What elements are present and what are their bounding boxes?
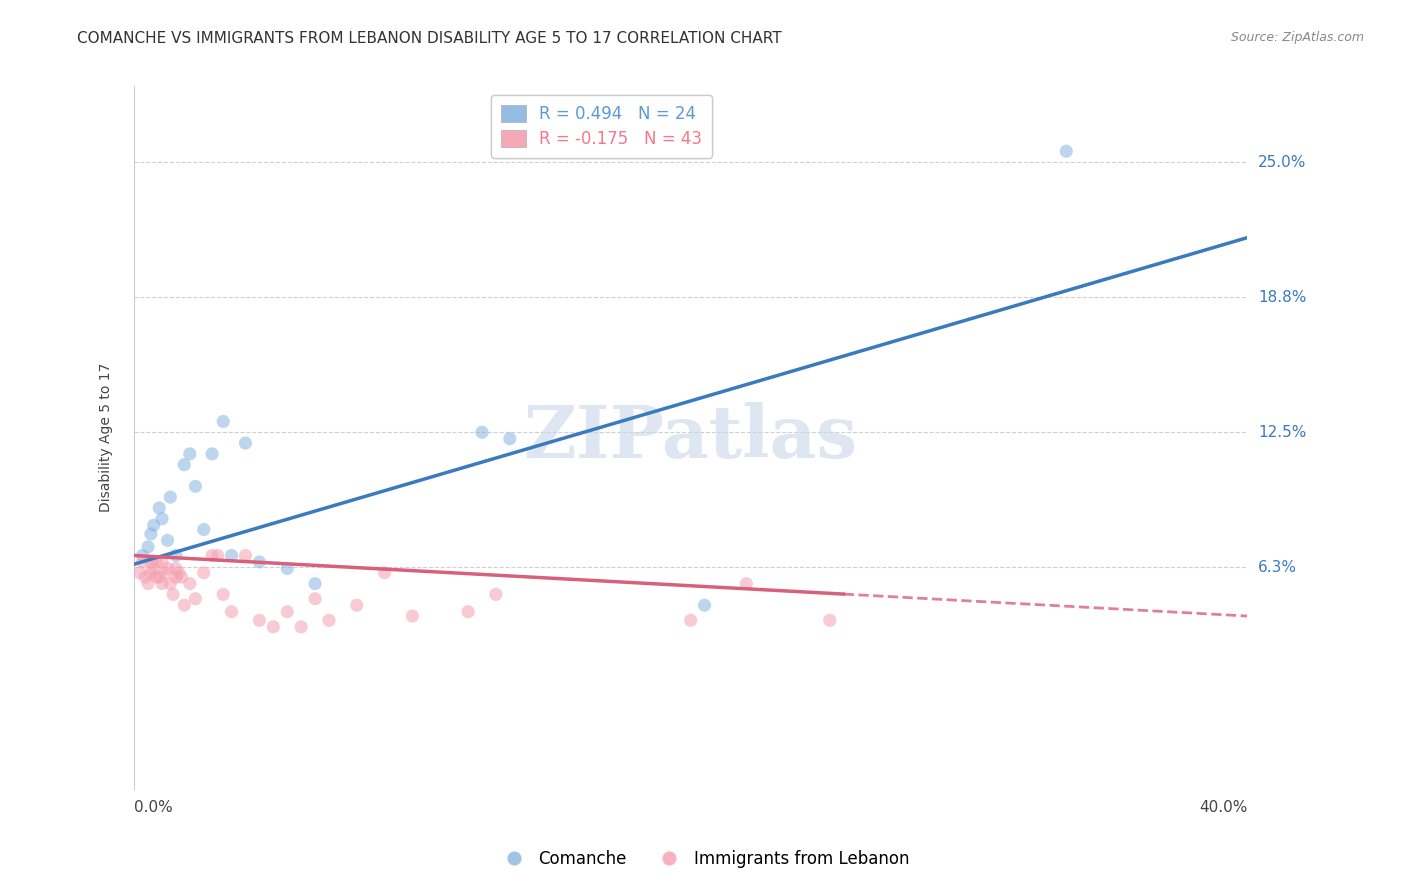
Point: [247, 555, 270, 569]
Point: [139, 566, 162, 580]
Point: [457, 605, 479, 619]
Point: [165, 570, 187, 584]
Point: [142, 518, 165, 533]
Point: [156, 533, 179, 548]
Point: [485, 587, 508, 601]
Point: [165, 549, 187, 563]
Point: [693, 599, 716, 613]
Point: [247, 613, 270, 627]
Point: [735, 576, 758, 591]
Point: [179, 447, 201, 461]
Point: [201, 549, 224, 563]
Text: 12.5%: 12.5%: [1258, 425, 1306, 440]
Point: [179, 576, 201, 591]
Point: [290, 620, 312, 634]
Point: [201, 447, 224, 461]
Text: 0.0%: 0.0%: [134, 800, 173, 814]
Point: [276, 561, 298, 575]
Point: [159, 490, 181, 504]
Point: [207, 549, 229, 563]
Point: [193, 566, 215, 580]
Point: [148, 570, 170, 584]
Point: [173, 458, 195, 472]
Text: 25.0%: 25.0%: [1258, 154, 1306, 169]
Text: 18.8%: 18.8%: [1258, 290, 1306, 305]
Point: [148, 500, 170, 515]
Point: [212, 414, 235, 428]
Legend: R = 0.494   N = 24, R = -0.175   N = 43: R = 0.494 N = 24, R = -0.175 N = 43: [491, 95, 713, 158]
Point: [374, 566, 396, 580]
Text: ZIPatlas: ZIPatlas: [523, 402, 858, 473]
Point: [318, 613, 340, 627]
Point: [167, 566, 190, 580]
Point: [159, 576, 181, 591]
Point: [139, 527, 162, 541]
Point: [1054, 145, 1077, 159]
Point: [304, 591, 326, 606]
Point: [131, 549, 153, 563]
Y-axis label: Disability Age 5 to 17: Disability Age 5 to 17: [100, 363, 114, 512]
Point: [136, 540, 159, 554]
Point: [818, 613, 841, 627]
Point: [136, 576, 159, 591]
Point: [235, 436, 257, 450]
Point: [156, 561, 179, 575]
Point: [499, 432, 522, 446]
Text: COMANCHE VS IMMIGRANTS FROM LEBANON DISABILITY AGE 5 TO 17 CORRELATION CHART: COMANCHE VS IMMIGRANTS FROM LEBANON DISA…: [77, 31, 782, 46]
Point: [150, 512, 173, 526]
Point: [128, 566, 150, 580]
Text: Source: ZipAtlas.com: Source: ZipAtlas.com: [1230, 31, 1364, 45]
Point: [221, 549, 243, 563]
Point: [221, 605, 243, 619]
Point: [145, 570, 167, 584]
Point: [304, 576, 326, 591]
Point: [184, 479, 207, 493]
Point: [235, 549, 257, 563]
Point: [134, 570, 156, 584]
Point: [262, 620, 284, 634]
Point: [150, 576, 173, 591]
Point: [162, 587, 184, 601]
Text: 40.0%: 40.0%: [1199, 800, 1247, 814]
Point: [165, 561, 187, 575]
Point: [139, 555, 162, 569]
Point: [150, 555, 173, 569]
Point: [184, 591, 207, 606]
Text: 6.3%: 6.3%: [1258, 560, 1298, 574]
Legend: Comanche, Immigrants from Lebanon: Comanche, Immigrants from Lebanon: [491, 844, 915, 875]
Point: [153, 566, 176, 580]
Point: [142, 561, 165, 575]
Point: [401, 609, 423, 624]
Point: [679, 613, 702, 627]
Point: [131, 555, 153, 569]
Point: [346, 599, 368, 613]
Point: [170, 570, 193, 584]
Point: [471, 425, 494, 440]
Point: [212, 587, 235, 601]
Point: [193, 523, 215, 537]
Point: [173, 599, 195, 613]
Point: [276, 605, 298, 619]
Point: [145, 555, 167, 569]
